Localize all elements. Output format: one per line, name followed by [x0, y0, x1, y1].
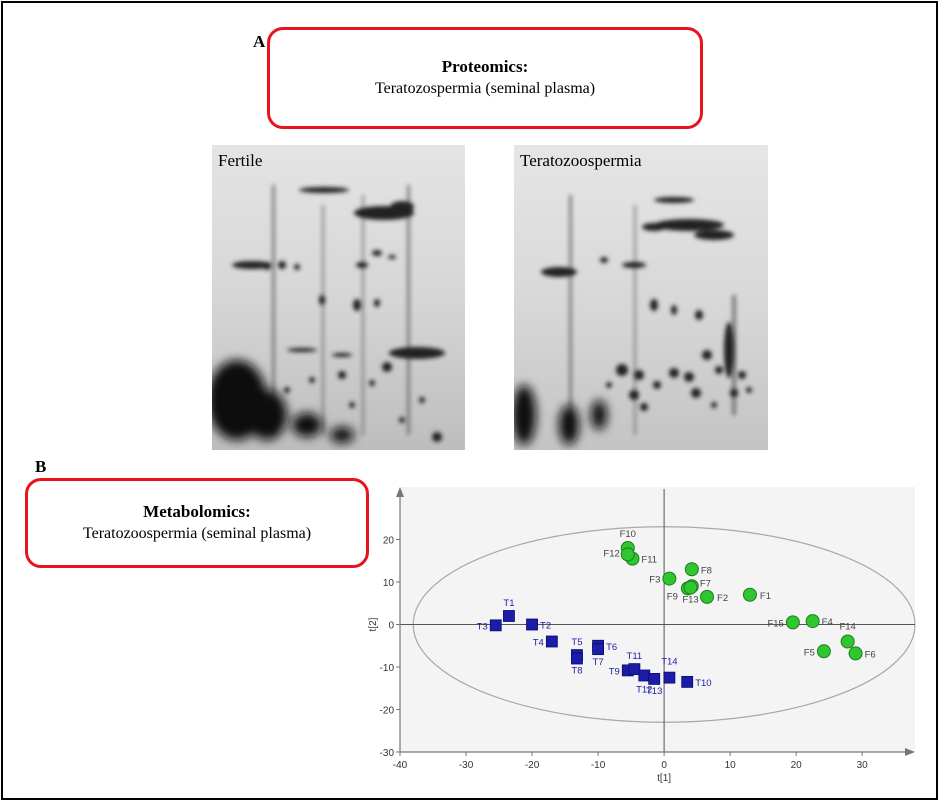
metabolomics-title: Metabolomics:	[143, 502, 251, 521]
teratozoospermia-point-t3	[489, 619, 502, 632]
teratozoospermia-point-t13	[648, 672, 661, 685]
x-tick-label: -40	[393, 760, 408, 771]
x-tick-label: -10	[591, 760, 606, 771]
teratozoospermia-point-t7-label: T7	[593, 657, 604, 668]
teratozoospermia-point-t8	[571, 652, 583, 665]
teratozoospermia-point-t11	[628, 663, 641, 676]
fertile-point-f13-label: F13	[682, 595, 698, 606]
fertile-point-f4-label: F4	[822, 617, 833, 628]
fertile-point-f15-label: F15	[767, 618, 783, 629]
teratozoospermia-point-t6-label: T6	[606, 642, 617, 653]
teratozoospermia-point-t10-label: T10	[695, 678, 711, 689]
fertile-point-f3-label: F3	[649, 575, 660, 586]
y-tick-label: -20	[380, 706, 395, 717]
teratozoospermia-point-t13-label: T13	[646, 686, 662, 697]
metabolomics-subtitle: Teratozoospermia (seminal plasma)	[82, 525, 312, 542]
fertile-point-f4	[805, 614, 820, 629]
fertile-point-f5	[816, 644, 831, 659]
teratozoospermia-point-t1-label: T1	[503, 598, 514, 609]
fertile-point-f2	[700, 589, 715, 604]
teratozoospermia-point-t4	[545, 635, 558, 648]
x-tick-label: 30	[857, 760, 869, 771]
fertile-point-f15	[785, 615, 800, 630]
fertile-point-f6-label: F6	[865, 649, 876, 660]
teratozoospermia-point-t14-label: T14	[661, 657, 677, 668]
teratozoospermia-gel-label: Teratozoospermia	[520, 151, 642, 170]
fertile-gel-graphic	[207, 145, 465, 450]
y-tick-label: -30	[380, 748, 395, 759]
teratozoospermia-point-t2-label: T2	[540, 621, 551, 632]
teratozoospermia-point-t12-label: T12	[636, 685, 652, 696]
teratozoospermia-point-t8-label: T8	[571, 666, 582, 677]
teratozoospermia-point-t1	[503, 610, 515, 622]
proteomics-subtitle: Teratozospermia (seminal plasma)	[374, 80, 596, 97]
fertile-point-f12-label: F12	[603, 548, 619, 559]
x-tick-label: 10	[725, 760, 737, 771]
fertile-point-f2-label: F2	[717, 593, 728, 604]
x-axis-arrow	[905, 748, 915, 756]
fertile-point-f5-label: F5	[804, 647, 815, 658]
x-tick-label: -30	[459, 760, 474, 771]
y-tick-label: -10	[380, 663, 395, 674]
y-axis-arrow	[396, 487, 404, 497]
fertile-point-f10-label: F10	[620, 529, 636, 540]
panel-a-letter: A	[253, 32, 266, 51]
plot-background	[400, 487, 915, 752]
fertile-point-f8-label: F8	[701, 565, 712, 576]
y-tick-label: 0	[388, 621, 394, 632]
x-axis-label: t[1]	[657, 773, 671, 784]
teratozoospermia-point-t11-label: T11	[627, 651, 643, 662]
x-tick-label: 0	[661, 760, 667, 771]
teratozoospermia-gel-graphic	[512, 145, 768, 450]
teratozoospermia-point-t4-label: T4	[533, 638, 544, 649]
teratozoospermia-point-t3-label: T3	[477, 621, 488, 632]
fertile-point-f13	[683, 580, 698, 595]
metabolomics-box: Metabolomics: Teratozoospermia (seminal …	[25, 478, 369, 568]
fertile-point-f1-label: F1	[760, 591, 771, 602]
fertile-point-f1	[742, 587, 757, 602]
teratozoospermia-point-t10	[681, 675, 694, 688]
fertile-point-f14-label: F14	[839, 622, 855, 633]
fertile-point-f12	[620, 547, 635, 562]
metabolomics-score-plot: -40 -30 -20 -10 0 10 20 30-30-20-1001020t[1]t[2…	[368, 487, 916, 784]
teratozoospermia-point-t2	[526, 618, 538, 631]
proteomics-box: Proteomics: Teratozospermia (seminal pla…	[267, 27, 703, 129]
y-axis-label: t[2]	[368, 617, 379, 631]
x-tick-label: -20	[525, 760, 540, 771]
x-tick-label: 20	[791, 760, 803, 771]
fertile-point-f8	[684, 562, 699, 577]
fertile-point-f6	[848, 646, 863, 661]
teratozoospermia-point-t9-label: T9	[609, 666, 620, 677]
fertile-point-f3	[662, 571, 677, 586]
fertile-point-f11-label: F11	[641, 555, 657, 566]
fertile-point-f14	[840, 634, 855, 649]
proteomics-title: Proteomics:	[441, 57, 529, 76]
y-tick-label: 10	[383, 578, 395, 589]
teratozoospermia-point-t7	[592, 643, 604, 656]
panel-b-letter: B	[35, 457, 47, 476]
fertile-gel-image: Fertile	[207, 145, 465, 450]
teratozoospermia-gel-image: Teratozoospermia	[512, 145, 768, 450]
fertile-point-f7-label: F7	[700, 578, 711, 589]
y-tick-label: 20	[383, 536, 395, 547]
teratozoospermia-point-t14	[663, 671, 676, 684]
teratozoospermia-point-t5-label: T5	[571, 637, 582, 648]
fertile-point-f9-label: F9	[667, 591, 678, 602]
fertile-gel-label: Fertile	[218, 151, 263, 170]
teratozoospermia-point-t12	[638, 669, 651, 682]
